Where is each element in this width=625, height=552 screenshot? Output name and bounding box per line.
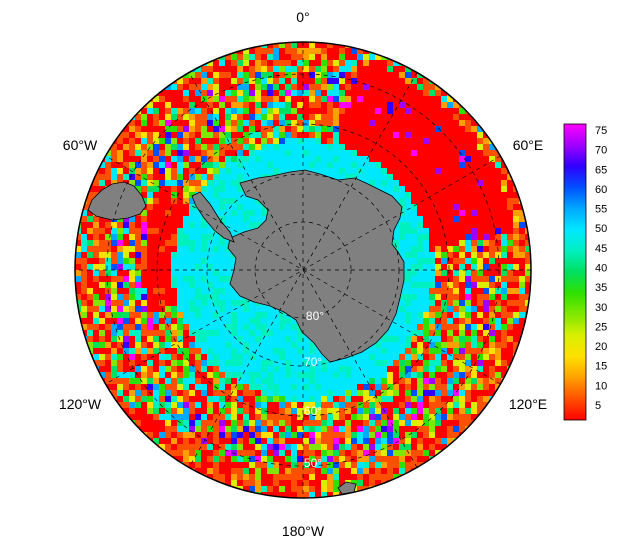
colorbar-tick-label: 60 [595,184,607,196]
colorbar-tick-label: 20 [595,341,607,353]
colorbar-tick-label: 30 [595,302,607,314]
lon-label-60e: 60°E [513,137,544,153]
lon-label-60w: 60°W [63,137,98,153]
lon-label-180w: 180°W [282,523,325,539]
island-bottom [337,481,357,495]
meridians [75,42,531,498]
lon-label-120e: 120°E [509,396,547,412]
meridian-line [188,72,418,468]
colorbar-tick-label: 55 [595,204,607,216]
colorbar-tick-label: 75 [595,125,607,137]
colorbar-tick-label: 10 [595,380,607,392]
colorbar-gradient [563,123,587,421]
colorbar-tick-label: 15 [595,361,607,373]
colorbar-tick-label: 50 [595,223,607,235]
south-america-tip [87,181,147,221]
colorbar-tick-label: 35 [595,282,607,294]
colorbar-tick-label: 65 [595,164,607,176]
map-border [74,41,532,499]
antarctica-landmass [227,169,405,363]
antarctic-peninsula [191,191,235,243]
lat-label-80: 80° [306,309,324,323]
colorbar: 75 70 65 60 55 50 45 40 35 30 25 20 15 10 5 [563,123,607,421]
lat-label-70: 70° [304,355,322,369]
lat-label-60: 60° [304,404,322,418]
lon-label-120w: 120°W [59,396,102,412]
colorbar-tick-label: 45 [595,243,607,255]
colorbar-tick-label: 25 [595,321,607,333]
colorbar-tick-label: 70 [595,145,607,157]
lon-label-0: 0° [296,9,309,25]
colorbar-tick-label: 40 [595,263,607,275]
colorbar-tick-label: 5 [595,400,601,412]
lat-label-50: 50° [304,456,322,470]
